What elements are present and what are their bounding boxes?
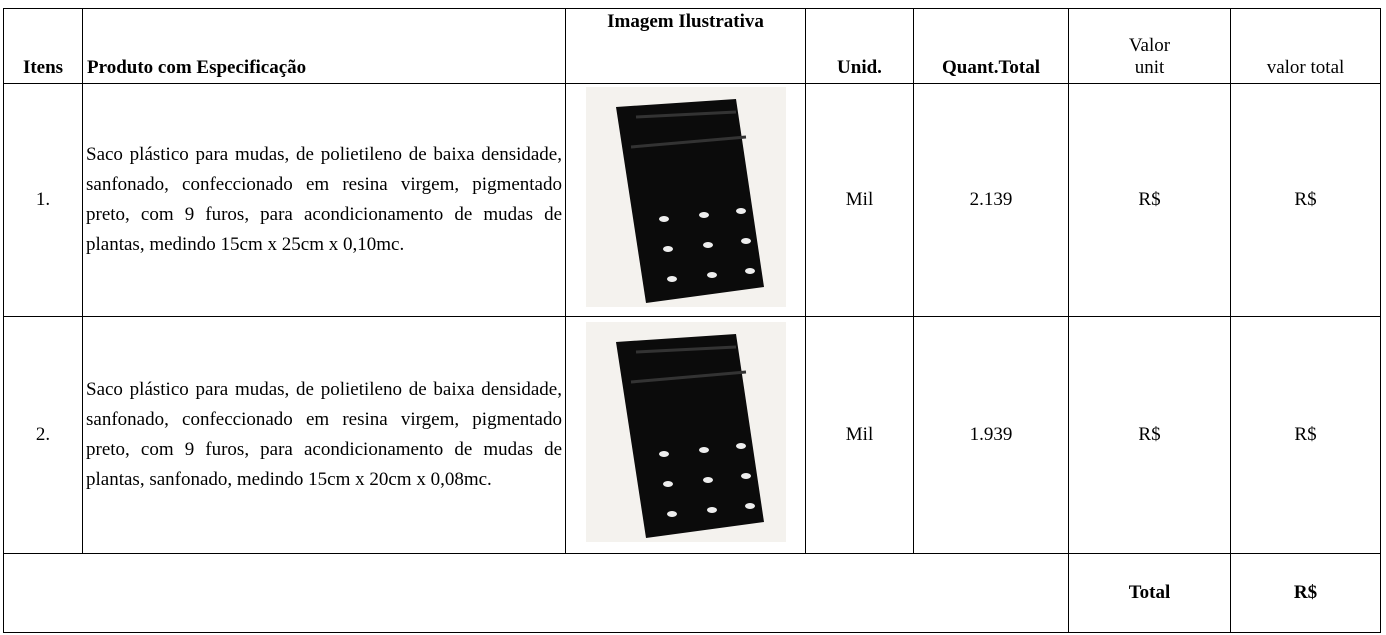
footer-row: Total R$	[3, 553, 1381, 633]
header-cell: Unid.	[805, 8, 914, 84]
item-row: 1. Saco plástico para mudas, de polietile…	[3, 83, 1381, 317]
total-label: Total	[1068, 553, 1231, 633]
unit: Mil	[805, 316, 914, 554]
quote-table: Itens Produto com Especificação Imagem I…	[3, 8, 1381, 633]
header-cell: Itens	[3, 8, 83, 84]
table-body: 1. Saco plástico para mudas, de polietile…	[3, 83, 1381, 554]
quantity: 2.139	[913, 83, 1069, 317]
unit-value: R$	[1068, 83, 1231, 317]
product-image	[584, 320, 787, 544]
image-cell	[565, 316, 806, 554]
description: Saco plástico para mudas, de polietileno…	[82, 83, 566, 317]
header-cell: Valor unit	[1068, 8, 1231, 84]
product-image	[584, 85, 787, 309]
quantity: 1.939	[913, 316, 1069, 554]
total-value: R$	[1230, 316, 1381, 554]
unit-value: R$	[1068, 316, 1231, 554]
unit: Mil	[805, 83, 914, 317]
header-cell: Imagem Ilustrativa	[565, 8, 806, 84]
header-cell: Quant.Total	[913, 8, 1069, 84]
empty-cell	[3, 553, 1069, 633]
header-line: Valor	[1128, 35, 1171, 56]
total-value: R$	[1230, 83, 1381, 317]
image-cell	[565, 83, 806, 317]
header-row: Itens Produto com Especificação Imagem I…	[3, 8, 1381, 84]
item-number: 1.	[3, 83, 83, 317]
header-cell: Produto com Especificação	[82, 8, 566, 84]
item-row: 2. Saco plástico para mudas, de polietile…	[3, 316, 1381, 554]
header-cell: valor total	[1230, 8, 1381, 84]
header-line: unit	[1134, 57, 1165, 78]
total-value: R$	[1230, 553, 1381, 633]
item-number: 2.	[3, 316, 83, 554]
description: Saco plástico para mudas, de polietileno…	[82, 316, 566, 554]
